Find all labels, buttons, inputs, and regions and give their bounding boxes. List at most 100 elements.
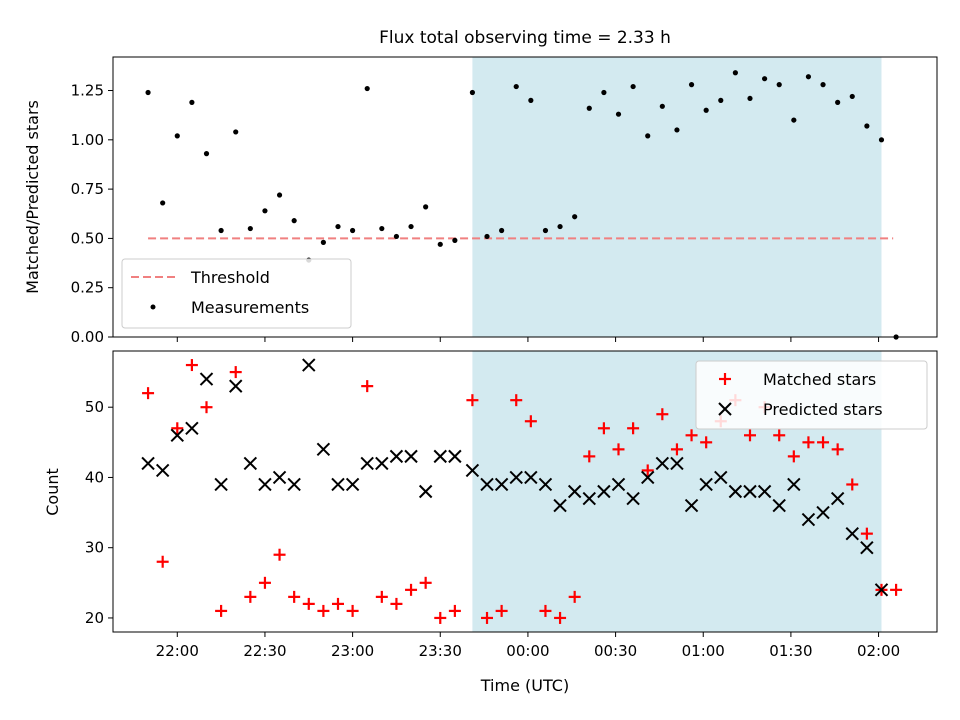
- measurement-point: [542, 227, 549, 234]
- x-tick-label: 23:30: [419, 642, 462, 660]
- matched-star-point: [302, 597, 315, 610]
- predicted-star-point: [743, 484, 757, 499]
- matched-star-point: [685, 429, 698, 442]
- predicted-star-point: [801, 512, 816, 527]
- top-y-tick-label: 0.50: [71, 229, 104, 247]
- predicted-star-point: [448, 449, 462, 464]
- x-tick-label: 22:30: [243, 642, 286, 660]
- matched-star-point: [273, 548, 286, 561]
- matched-star-point: [817, 436, 830, 449]
- measurement-point: [484, 233, 490, 240]
- predicted-star-point: [714, 470, 728, 485]
- measurement-point: [423, 204, 429, 210]
- predicted-star-point: [480, 477, 494, 492]
- predicted-star-point: [699, 477, 713, 492]
- matched-star-point: [185, 359, 198, 372]
- matched-star-point: [288, 590, 301, 603]
- matched-star-point: [583, 450, 596, 463]
- matched-star-point: [258, 576, 271, 589]
- matched-star-point: [390, 597, 403, 610]
- predicted-star-point: [243, 456, 258, 471]
- predicted-star-point: [860, 540, 874, 555]
- measurement-point: [291, 218, 297, 224]
- predicted-star-point: [141, 456, 155, 471]
- predicted-star-point: [199, 372, 214, 386]
- matched-star-point: [361, 380, 374, 393]
- measurement-point: [762, 76, 768, 82]
- top-legend-box: [121, 258, 352, 329]
- legend-threshold-label: Threshold: [190, 268, 270, 287]
- matched-star-point: [743, 429, 756, 442]
- predicted-star-point: [302, 358, 316, 372]
- matched-star-point: [495, 604, 508, 617]
- measurement-point: [189, 99, 195, 105]
- matched-star-point: [171, 422, 184, 435]
- measurement-point: [615, 111, 622, 117]
- matched-star-point: [641, 464, 654, 477]
- measurement-point: [379, 225, 385, 232]
- measurement-points: [145, 70, 899, 340]
- predicted-star-point: [170, 428, 184, 443]
- measurement-point: [262, 208, 268, 214]
- matched-star-point: [215, 604, 228, 617]
- x-tick-label: 00:00: [506, 642, 549, 660]
- top-chart-title: Flux total observing time = 2.33 h: [379, 28, 671, 48]
- top-y-tick-label: 0.25: [71, 279, 104, 297]
- matched-star-point: [346, 604, 359, 617]
- predicted-star-point: [214, 477, 228, 492]
- measurement-point: [601, 89, 607, 96]
- measurement-point: [718, 97, 724, 103]
- predicted-star-point: [830, 491, 845, 506]
- measurement-point: [645, 133, 651, 139]
- measurement-point: [835, 99, 841, 105]
- top-panel: Flux total observing time = 2.33 h 0.00 0…: [23, 28, 938, 346]
- bottom-panel: 20 30 40 50 22:00 22:30 23:00 23:30 00:00 00:30 0…: [43, 350, 938, 695]
- measurement-point: [160, 200, 166, 206]
- matched-star-point: [142, 387, 155, 400]
- matched-star-point: [612, 443, 625, 456]
- predicted-star-point: [375, 456, 389, 471]
- matched-star-point: [890, 583, 903, 596]
- top-shaded-region: [472, 57, 882, 337]
- predicted-star-point: [641, 470, 655, 485]
- measurement-point: [335, 223, 341, 230]
- predicted-star-point: [258, 477, 272, 492]
- bottom-y-ticks: 20 30 40 50: [85, 398, 113, 627]
- measurement-point: [820, 82, 826, 88]
- measurement-point: [247, 225, 253, 232]
- measurement-point: [849, 93, 855, 100]
- bottom-y-axis-label: Count: [43, 468, 62, 516]
- predicted-star-point: [626, 491, 640, 506]
- matched-star-point: [434, 611, 447, 624]
- top-y-tick-label: 0.00: [71, 328, 104, 346]
- matched-star-point: [510, 394, 523, 407]
- measurement-point: [528, 97, 534, 103]
- measurement-point: [776, 82, 782, 88]
- measurement-point: [452, 237, 458, 243]
- x-tick-label: 22:00: [156, 642, 199, 660]
- matched-star-point: [627, 422, 640, 435]
- top-plot-frame: [112, 56, 938, 338]
- top-x-ticks: [176, 337, 880, 342]
- predicted-star-point: [670, 456, 684, 471]
- predicted-star-point: [524, 470, 538, 485]
- bottom-legend-box: [695, 360, 928, 430]
- predicted-star-point: [538, 477, 553, 492]
- matched-star-point: [448, 604, 461, 617]
- legend-measurements-label: Measurements: [191, 298, 309, 317]
- measurement-point: [572, 214, 578, 220]
- predicted-star-point: [433, 449, 447, 464]
- matched-star-point: [200, 401, 213, 414]
- matched-star-point: [700, 436, 713, 449]
- legend-matched-marker: [719, 373, 731, 385]
- predicted-star-point: [553, 498, 567, 513]
- matched-star-point: [773, 429, 786, 442]
- matched-star-point: [524, 415, 537, 428]
- measurement-point: [437, 241, 443, 247]
- predicted-star-point: [229, 379, 243, 393]
- predicted-star-point: [582, 491, 596, 506]
- legend-predicted-label: Predicted stars: [763, 400, 883, 419]
- predicted-star-point: [772, 498, 786, 513]
- x-tick-label: 01:00: [682, 642, 725, 660]
- measurement-point: [688, 82, 695, 88]
